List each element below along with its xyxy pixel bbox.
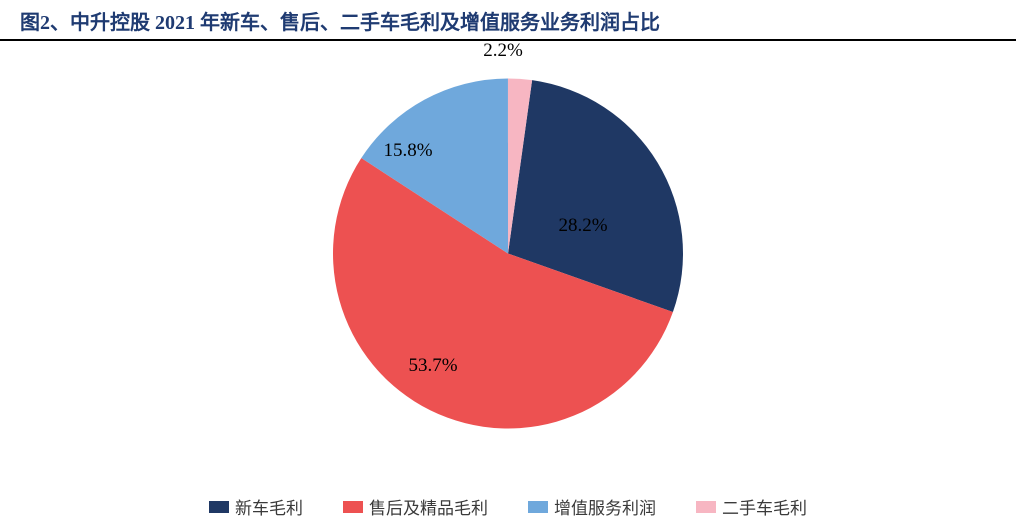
legend-swatch [343,501,363,513]
legend-swatch [209,501,229,513]
chart-area: 28.2% 53.7% 15.8% 2.2% [0,41,1016,471]
chart-title-bar: 图2、中升控股 2021 年新车、售后、二手车毛利及增值服务业务利润占比 [0,0,1016,41]
legend: 新车毛利 售后及精品毛利 增值服务利润 二手车毛利 [0,494,1016,519]
legend-item: 增值服务利润 [528,494,656,519]
legend-label: 增值服务利润 [554,494,656,519]
legend-item: 二手车毛利 [696,494,807,519]
chart-title: 图2、中升控股 2021 年新车、售后、二手车毛利及增值服务业务利润占比 [20,12,660,34]
legend-label: 二手车毛利 [722,494,807,519]
legend-swatch [696,501,716,513]
legend-item: 售后及精品毛利 [343,494,488,519]
legend-label: 新车毛利 [235,494,303,519]
legend-item: 新车毛利 [209,494,303,519]
slice-label: 15.8% [383,140,432,162]
legend-label: 售后及精品毛利 [369,494,488,519]
pie-chart [328,74,688,439]
slice-label: 2.2% [483,40,523,62]
slice-label: 53.7% [408,355,457,377]
legend-swatch [528,501,548,513]
slice-label: 28.2% [558,215,607,237]
